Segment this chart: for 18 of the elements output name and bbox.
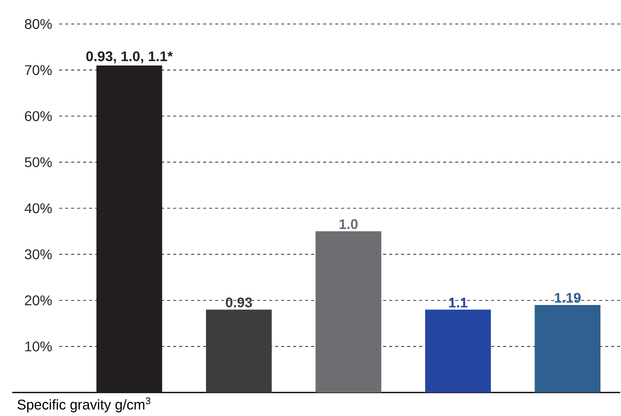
y-tick-label: 30% bbox=[24, 249, 52, 260]
x-tick-label: 0.93 bbox=[226, 297, 252, 308]
y-tick-label: 10% bbox=[25, 341, 52, 352]
x-tick-label: 1.0 bbox=[340, 219, 358, 230]
x-tick-label: 1.1 bbox=[449, 298, 468, 308]
bar bbox=[316, 231, 382, 393]
x-tick-label: 0.93, 1.0, 1.1* bbox=[86, 51, 173, 64]
bar bbox=[534, 304, 600, 393]
bar bbox=[96, 65, 162, 393]
y-tick-label: 60% bbox=[24, 111, 52, 122]
y-tick-label: 50% bbox=[24, 157, 52, 168]
x-axis-title: Specific gravity g/cm$^{3}$ bbox=[18, 397, 150, 412]
y-tick-label: 80% bbox=[24, 19, 52, 29]
bar bbox=[425, 310, 491, 393]
x-tick-label: 1.19 bbox=[554, 292, 581, 303]
y-tick-label: 70% bbox=[25, 65, 52, 76]
y-tick-label: 40% bbox=[24, 203, 52, 214]
y-tick-label: 20% bbox=[24, 295, 52, 306]
